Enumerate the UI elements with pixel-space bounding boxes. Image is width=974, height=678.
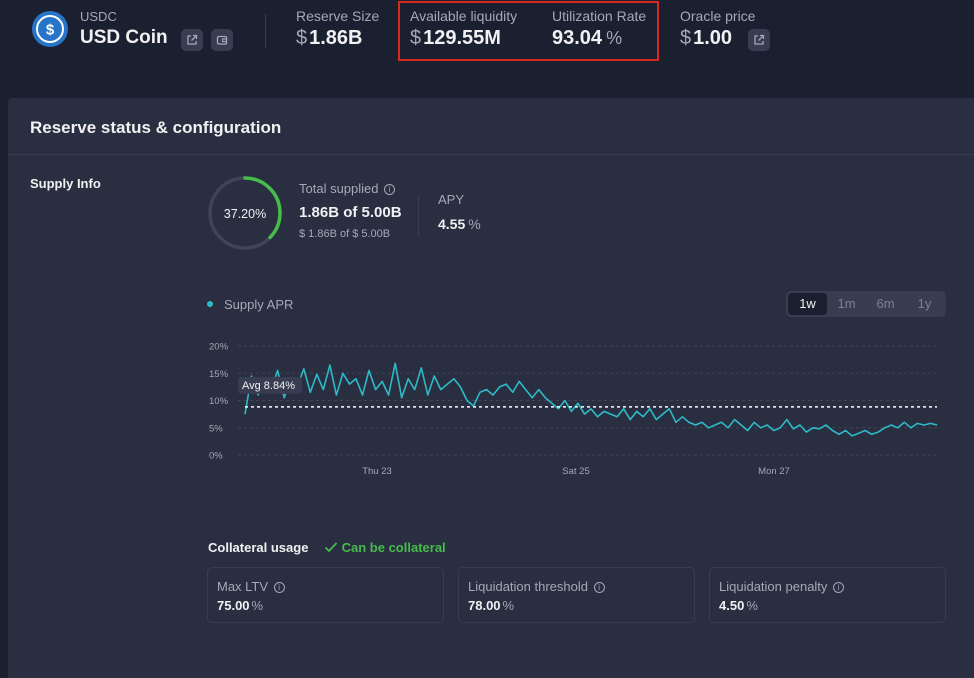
supply-ring-percent: 37.20% <box>223 207 267 221</box>
currency-symbol: $ <box>680 27 692 49</box>
utilization-rate-label: Utilization Rate <box>552 8 647 24</box>
liquidation-penalty-box: Liquidation penalty i 4.50% <box>709 567 946 623</box>
total-supplied-value: 1.86B of 5.00B <box>299 204 402 221</box>
percent-suffix: % <box>251 598 264 613</box>
supply-ring-chart <box>208 176 282 250</box>
available-liquidity-label: Available liquidity <box>410 8 518 24</box>
card-divider <box>8 154 974 155</box>
check-icon <box>324 542 338 553</box>
liquidation-threshold-box: Liquidation threshold i 78.00% <box>458 567 695 623</box>
percent-suffix: % <box>502 598 515 613</box>
supply-info-label: Supply Info <box>30 176 101 191</box>
collateral-status-text: Can be collateral <box>341 540 446 555</box>
range-1y-button[interactable]: 1y <box>917 296 932 311</box>
percent-suffix: % <box>468 216 481 232</box>
wallet-icon[interactable] <box>211 29 233 51</box>
oracle-price-label: Oracle price <box>680 8 756 24</box>
info-icon[interactable]: i <box>833 582 845 593</box>
apy-amount: 4.55 <box>438 216 466 232</box>
external-link-icon[interactable] <box>181 29 203 51</box>
average-label: Avg 8.84% <box>242 380 295 392</box>
supply-apr-series-line <box>244 362 938 437</box>
time-range-selector: 1w 1m 6m 1y <box>786 291 946 317</box>
supply-ring-progress <box>208 176 282 250</box>
y-tick-label: 20% <box>209 342 229 353</box>
liquidation-threshold-value: 78.00% <box>468 598 514 613</box>
coin-name: USD Coin <box>80 27 168 48</box>
liquidation-penalty-label-text: Liquidation penalty <box>719 579 828 594</box>
liquidation-threshold-label: Liquidation threshold i <box>468 579 605 594</box>
max-ltv-value: 75.00% <box>217 598 263 613</box>
supply-apr-chart: 20% 15% 10% 5% 0% Thu 23 Sat 25 Mon 27 Avg 8.8… <box>209 342 938 477</box>
usdc-logo-icon: $ <box>32 11 68 47</box>
available-liquidity-amount: 129.55M <box>423 27 501 49</box>
liquidation-penalty-amount: 4.50 <box>719 598 745 613</box>
y-tick-label: 15% <box>209 369 229 380</box>
chart-x-axis: Thu 23 Sat 25 Mon 27 <box>362 466 790 477</box>
info-icon[interactable]: i <box>593 582 605 593</box>
range-1w-button[interactable]: 1w <box>788 293 827 315</box>
info-icon[interactable]: i <box>384 184 396 195</box>
reserve-size-amount: 1.86B <box>309 27 363 49</box>
coin-symbol: USDC <box>80 9 117 24</box>
x-tick-label: Mon 27 <box>758 466 790 477</box>
available-liquidity-value: $129.55M <box>410 27 501 50</box>
reserve-header: $ USDC USD Coin Reserve Size $1.86B Avai… <box>0 0 974 98</box>
liquidation-threshold-label-text: Liquidation threshold <box>468 579 588 594</box>
max-ltv-label: Max LTV i <box>217 579 285 594</box>
range-1m-button[interactable]: 1m <box>837 296 856 311</box>
collateral-status: Can be collateral <box>324 540 446 555</box>
total-supplied-usd: $ 1.86B of $ 5.00B <box>299 228 391 240</box>
utilization-rate-amount: 93.04 <box>552 27 603 49</box>
chart-grid <box>238 345 937 456</box>
apy-value: 4.55% <box>438 216 481 232</box>
liquidation-penalty-value: 4.50% <box>719 598 758 613</box>
liquidation-threshold-amount: 78.00 <box>468 598 501 613</box>
chart-y-axis: 20% 15% 10% 5% 0% <box>209 342 229 462</box>
max-ltv-amount: 75.00 <box>217 598 250 613</box>
percent-suffix: % <box>606 28 623 48</box>
apy-label: APY <box>438 192 465 207</box>
average-label-bg <box>238 376 302 394</box>
total-supplied-label: Total supplied i <box>299 181 396 196</box>
currency-symbol: $ <box>410 27 422 49</box>
total-supplied-label-text: Total supplied <box>299 181 379 196</box>
max-ltv-box: Max LTV i 75.00% <box>207 567 444 623</box>
oracle-price-amount: 1.00 <box>693 27 733 49</box>
max-ltv-label-text: Max LTV <box>217 579 269 594</box>
utilization-rate-value: 93.04% <box>552 27 622 50</box>
info-icon[interactable]: i <box>273 582 285 593</box>
currency-symbol: $ <box>296 27 308 49</box>
legend-dot-icon <box>207 301 213 307</box>
supply-divider <box>418 196 419 236</box>
reserve-size-value: $1.86B <box>296 27 363 50</box>
oracle-external-link-icon[interactable] <box>748 29 770 51</box>
y-tick-label: 10% <box>209 396 229 407</box>
y-tick-label: 0% <box>209 451 223 462</box>
reserve-status-card <box>8 98 974 678</box>
percent-suffix: % <box>746 598 758 613</box>
header-divider <box>265 14 266 48</box>
highlight-box <box>398 1 659 61</box>
collateral-usage-label: Collateral usage <box>208 540 309 555</box>
oracle-price-value: $1.00 <box>680 27 732 50</box>
range-6m-button[interactable]: 6m <box>876 296 895 311</box>
average-label-group: Avg 8.84% <box>238 376 302 394</box>
x-tick-label: Thu 23 <box>362 466 392 477</box>
chart-legend-label: Supply APR <box>224 297 294 312</box>
y-tick-label: 5% <box>209 423 223 434</box>
x-tick-label: Sat 25 <box>562 466 589 477</box>
card-title: Reserve status & configuration <box>30 118 282 137</box>
svg-text:$: $ <box>46 22 55 39</box>
reserve-size-label: Reserve Size <box>296 8 380 24</box>
liquidation-penalty-label: Liquidation penalty i <box>719 579 845 594</box>
